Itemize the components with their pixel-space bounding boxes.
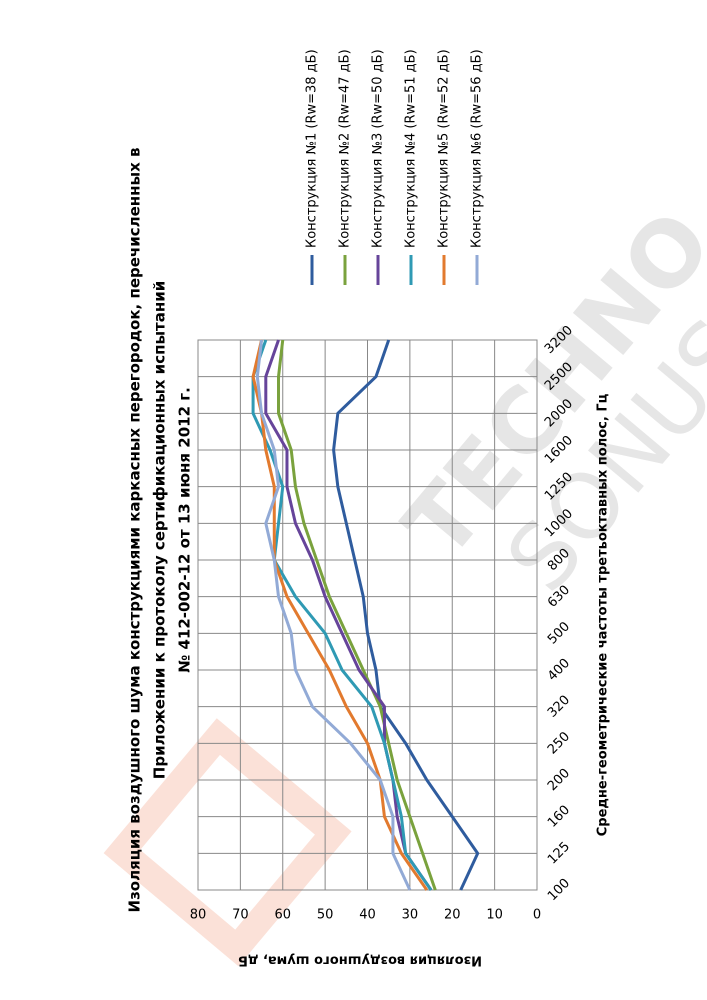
- series-line: [264, 339, 433, 891]
- x-tick-label: 400: [545, 656, 573, 684]
- series-line: [332, 339, 480, 891]
- legend-label: Конструкция №1 (Rw=38 дБ): [305, 49, 320, 248]
- x-tick-label: 160: [545, 803, 573, 831]
- chart: TECHNO SONUS Изоляция воздушного шума ко…: [103, 49, 707, 968]
- y-tick-label: 60: [274, 908, 291, 923]
- y-axis-title: Изоляция воздушного шума, дБ: [238, 953, 482, 968]
- y-tick-label: 50: [317, 908, 334, 923]
- legend-label: Конструкция №3 (Rw=50 дБ): [371, 49, 386, 248]
- x-tick-label: 200: [545, 766, 573, 794]
- x-tick-label: 250: [545, 729, 573, 757]
- legend-label: Конструкция №5 (Rw=52 дБ): [437, 49, 452, 248]
- x-tick-label: 320: [545, 693, 573, 721]
- y-tick-label: 80: [190, 908, 207, 923]
- series-line: [251, 339, 429, 891]
- series-line: [277, 339, 437, 891]
- x-tick-label: 100: [545, 876, 573, 904]
- series-line: [251, 339, 433, 891]
- x-tick-label: 125: [545, 839, 573, 867]
- y-tick-label: 30: [402, 908, 419, 923]
- chart-title: № 412-002-12 от 13 июня 2012 г.: [176, 387, 194, 673]
- chart-title: Изоляция воздушного шума конструкциями к…: [126, 148, 144, 913]
- plot-border: [197, 339, 538, 891]
- legend-label: Конструкция №2 (Rw=47 дБ): [338, 49, 353, 248]
- series-line: [255, 339, 412, 891]
- chart-title: Приложении к протоколу сертификационных …: [151, 281, 169, 779]
- x-axis-title: Средне-геометрические частоты третьоктав…: [596, 393, 611, 836]
- y-tick-label: 70: [232, 908, 249, 923]
- y-tick-label: 20: [444, 908, 461, 923]
- legend-label: Конструкция №4 (Rw=51 дБ): [404, 49, 419, 248]
- y-tick-label: 40: [359, 908, 376, 923]
- legend-label: Конструкция №6 (Rw=56 дБ): [470, 49, 485, 248]
- y-tick-label: 0: [533, 908, 541, 923]
- y-tick-label: 10: [486, 908, 503, 923]
- x-tick-label: 500: [545, 619, 573, 647]
